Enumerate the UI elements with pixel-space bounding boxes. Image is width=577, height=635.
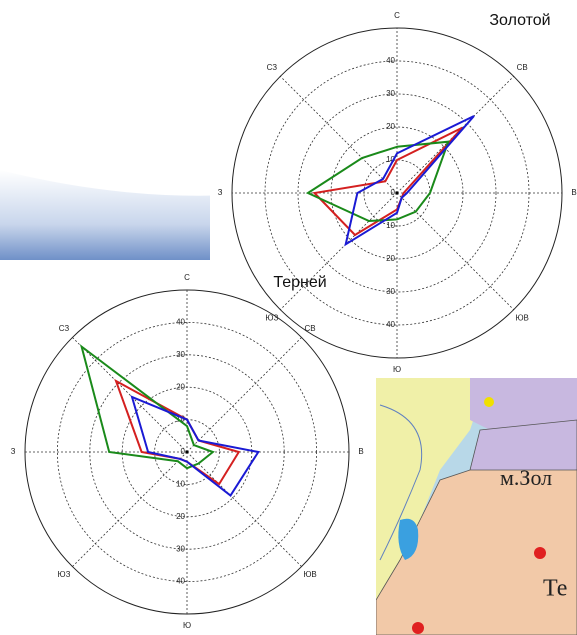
r-tick-label: 40 — [386, 56, 395, 65]
grid-ring — [89, 354, 285, 550]
r-tick-label: 20 — [386, 122, 395, 131]
spoke — [396, 192, 514, 310]
map-label: Те — [543, 576, 567, 602]
grid-ring — [297, 93, 497, 293]
map-region — [376, 469, 577, 635]
map: м.Зол Те — [376, 378, 577, 635]
series-line — [130, 395, 260, 497]
spoke — [72, 337, 188, 453]
grid-ring — [56, 321, 318, 583]
direction-label: З — [218, 188, 223, 197]
direction-label: СЗ — [59, 324, 70, 333]
center-dot — [395, 191, 399, 195]
spoke — [186, 337, 302, 453]
map-point — [412, 622, 424, 634]
panel — [0, 262, 378, 635]
direction-label: ЮВ — [303, 570, 316, 579]
map-lake — [398, 518, 419, 560]
direction-label: С — [394, 11, 400, 20]
direction-label: С — [184, 273, 190, 282]
map-river — [379, 404, 423, 561]
background-swoosh — [0, 170, 230, 260]
map-land — [376, 378, 480, 635]
r-tick-label: 20 — [176, 382, 185, 391]
spoke — [280, 76, 398, 194]
direction-label: Ю — [393, 365, 401, 374]
chart-title: Терней — [273, 274, 326, 291]
spoke — [186, 451, 302, 567]
r-tick-label: 40 — [386, 320, 395, 329]
r-tick-label: 30 — [176, 350, 185, 359]
series-line — [344, 115, 475, 247]
direction-label: З — [11, 447, 16, 456]
map-point — [484, 397, 494, 407]
spoke — [72, 451, 188, 567]
r-tick-label: 30 — [176, 544, 185, 553]
direction-label: СВ — [304, 324, 315, 333]
series-line — [305, 140, 450, 223]
r-tick-label: 10 — [176, 480, 185, 489]
direction-label: В — [571, 188, 576, 197]
direction-label: ЮЗ — [58, 570, 71, 579]
direction-label: ЮВ — [515, 313, 528, 322]
grid-ring — [264, 60, 530, 326]
r-tick-label: 0 — [391, 188, 396, 197]
grid-ring — [121, 386, 253, 518]
r-tick-label: 30 — [386, 89, 395, 98]
r-tick-label: 40 — [176, 577, 185, 586]
map-label: м.Зол — [500, 465, 552, 490]
direction-label: СВ — [517, 63, 528, 72]
r-tick-label: 20 — [386, 254, 395, 263]
series-line — [79, 344, 215, 470]
map-point — [534, 547, 546, 559]
r-tick-label: 20 — [176, 512, 185, 521]
chart-title: Золотой — [489, 12, 550, 29]
direction-label: ЮЗ — [265, 313, 278, 322]
center-dot — [185, 450, 189, 454]
direction-label: Ю — [183, 621, 191, 630]
r-tick-label: 10 — [176, 415, 185, 424]
r-tick-label: 0 — [181, 447, 186, 456]
spoke — [396, 76, 514, 194]
r-tick-label: 40 — [176, 318, 185, 327]
grid-ring — [330, 126, 464, 260]
direction-label: В — [358, 447, 363, 456]
spoke — [280, 192, 398, 310]
r-tick-label: 10 — [386, 221, 395, 230]
r-tick-label: 10 — [386, 155, 395, 164]
direction-label: СЗ — [267, 63, 278, 72]
r-tick-label: 30 — [386, 287, 395, 296]
